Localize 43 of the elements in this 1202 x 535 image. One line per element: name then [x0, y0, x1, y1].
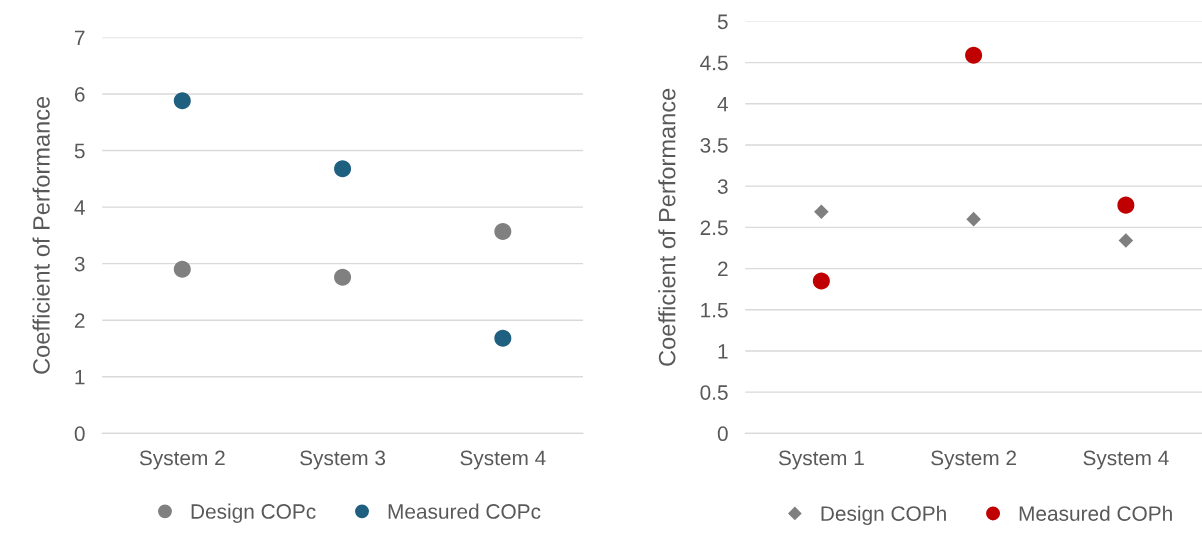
y-tick-label: 7 [74, 30, 85, 45]
y-tick-label: 0.5 [700, 385, 728, 400]
legend-label: Measured COPc [388, 503, 541, 519]
y-tick-label: 1 [75, 370, 85, 385]
point [1118, 233, 1134, 248]
y-tick-label: 4 [717, 97, 728, 112]
y-tick-label: 4 [74, 200, 85, 215]
point [334, 160, 352, 178]
y-tick-label: 2 [718, 261, 728, 277]
point [966, 211, 981, 227]
y-tick-label: 0 [74, 426, 85, 442]
point [1117, 196, 1135, 214]
y-tick-label: 3.5 [700, 137, 728, 153]
x-tick-label: System 4 [1083, 450, 1169, 470]
y-tick-label: 3 [74, 256, 85, 272]
y-tick-label: 6 [74, 87, 85, 102]
y-tick-label: 2 [74, 313, 85, 328]
point [173, 260, 191, 278]
point [814, 204, 829, 219]
x-tick-label: System 3 [300, 450, 386, 470]
y-axis-title: Coefficient of Performance [658, 88, 676, 366]
y-tick-label: 1 [718, 344, 728, 359]
x-tick-label: System 4 [460, 450, 546, 470]
point [494, 222, 512, 240]
y-tick-label: 1.5 [701, 302, 728, 318]
y-tick-label: 0 [717, 426, 728, 442]
x-tick-label: System 2 [931, 450, 1016, 470]
y-tick-label: 5 [717, 14, 728, 30]
legend-label: Design COPc [191, 503, 316, 523]
point [334, 268, 352, 286]
legend-label: Measured COPh [1019, 505, 1172, 521]
legend-label: Design COPh [821, 505, 946, 526]
y-tick-label: 5 [74, 143, 85, 159]
y-tick-label: 3 [717, 179, 728, 194]
x-tick-label: System 2 [139, 450, 225, 470]
point [494, 329, 512, 347]
y-axis-title: Coefficient of Performance [32, 96, 50, 374]
point [812, 272, 830, 290]
point [173, 92, 191, 110]
y-tick-label: 2.5 [700, 220, 728, 236]
point [965, 46, 983, 64]
x-tick-label: System 1 [778, 450, 864, 470]
y-tick-label: 4.5 [700, 55, 728, 71]
